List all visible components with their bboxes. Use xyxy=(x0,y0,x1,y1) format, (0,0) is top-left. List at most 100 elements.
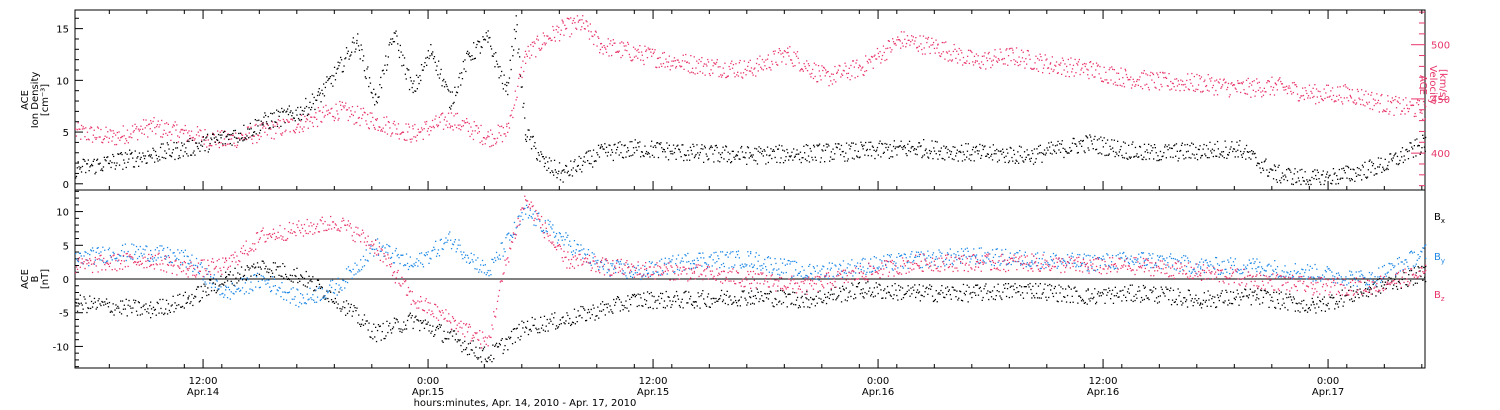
velocity-series-point xyxy=(482,143,484,146)
density-series-point xyxy=(383,73,385,75)
velocity-series-point xyxy=(997,58,1000,60)
b-series-bx-point xyxy=(570,323,573,325)
velocity-series-point xyxy=(590,31,592,33)
density-series-point xyxy=(803,145,805,147)
b-series-bx-point xyxy=(172,295,174,297)
density-series-point xyxy=(751,156,753,158)
b-series-bx-point xyxy=(833,293,835,295)
velocity-series-point xyxy=(470,126,472,128)
velocity-series-point xyxy=(782,56,785,58)
density-series-point xyxy=(691,153,693,155)
b-series-bx-point xyxy=(1091,293,1093,295)
b-series-bx-point xyxy=(238,280,240,282)
b-series-bx-point xyxy=(1261,302,1264,304)
velocity-series-point xyxy=(710,69,712,71)
velocity-series-point xyxy=(345,109,348,111)
density-series-point xyxy=(607,151,609,153)
density-series-point xyxy=(1231,141,1233,143)
velocity-series-point xyxy=(569,36,571,38)
b-series-bx-point xyxy=(519,339,521,341)
b-series-bx-point xyxy=(630,304,632,306)
velocity-series-point xyxy=(964,62,966,64)
velocity-series-point xyxy=(1181,80,1184,82)
velocity-series-point xyxy=(1182,84,1185,86)
density-series-point xyxy=(1143,156,1145,158)
velocity-series-point xyxy=(236,146,238,148)
velocity-series-point xyxy=(714,63,716,65)
velocity-series-point xyxy=(302,130,304,133)
density-series-point xyxy=(748,157,750,159)
density-series-point xyxy=(329,76,331,78)
b-series-bx-point xyxy=(1293,298,1295,300)
velocity-series-point xyxy=(927,36,930,39)
density-series-point xyxy=(171,152,173,154)
velocity-series-point xyxy=(1382,111,1384,113)
b-series-bx-point xyxy=(985,283,987,285)
b-series-bx-point xyxy=(516,327,518,329)
velocity-series-point xyxy=(1034,62,1036,64)
b-series-bx-point xyxy=(328,300,330,303)
velocity-series-point xyxy=(1146,83,1148,85)
b-series-by-point xyxy=(167,255,170,257)
b-series-bx-point xyxy=(1363,292,1365,294)
density-series-point xyxy=(1135,155,1137,157)
b-series-bx-point xyxy=(589,317,591,319)
density-series-point xyxy=(341,71,343,73)
density-series-point xyxy=(1199,145,1201,147)
density-series-point xyxy=(623,145,625,147)
velocity-series-point xyxy=(1363,94,1365,96)
b-series-bx-point xyxy=(921,294,923,297)
velocity-series-point xyxy=(1392,99,1394,102)
velocity-series-point xyxy=(1037,57,1039,60)
velocity-series-point xyxy=(441,113,443,115)
b-series-bx-point xyxy=(1375,295,1377,297)
velocity-series-point xyxy=(260,135,262,138)
b-series-bx-point xyxy=(998,291,1000,293)
density-series-point xyxy=(611,149,613,151)
b-series-bx-point xyxy=(1122,289,1124,291)
density-series-point xyxy=(1118,151,1120,153)
b-series-bx-point xyxy=(254,267,256,269)
density-series-point xyxy=(726,160,728,163)
velocity-series-point xyxy=(582,15,584,17)
velocity-series-point xyxy=(543,42,545,44)
velocity-series-point xyxy=(1226,88,1228,91)
b-series-bx-point xyxy=(816,302,818,304)
density-series-point xyxy=(944,159,946,161)
density-series-point xyxy=(667,159,670,161)
b-series-bx-point xyxy=(690,303,693,305)
density-series-point xyxy=(1106,139,1109,141)
velocity-series-point xyxy=(836,72,838,74)
b-series-bx-point xyxy=(364,323,366,325)
velocity-series-point xyxy=(1395,95,1397,98)
velocity-series-point xyxy=(274,125,276,127)
b-series-bx-point xyxy=(1266,291,1268,293)
b-series-bx-point xyxy=(523,321,525,324)
velocity-series-point xyxy=(560,29,562,31)
density-series-point xyxy=(487,30,489,32)
b-series-bx-point xyxy=(807,306,809,308)
density-series-point xyxy=(897,146,900,148)
velocity-series-point xyxy=(812,68,814,71)
density-series-point xyxy=(865,149,868,152)
velocity-series-point xyxy=(1043,64,1045,66)
velocity-series-point xyxy=(1251,84,1253,86)
density-series-point xyxy=(618,154,620,156)
velocity-series-point xyxy=(315,112,317,114)
b-series-bx-point xyxy=(791,302,793,304)
density-series-point xyxy=(988,157,990,159)
velocity-series-point xyxy=(857,67,860,69)
velocity-series-point xyxy=(1163,77,1165,79)
b-series-bx-point xyxy=(910,287,912,289)
b-series-bx-point xyxy=(824,293,826,295)
b-series-bx-point xyxy=(1386,283,1388,285)
b-series-by-point xyxy=(145,245,147,247)
b-series-bx-point xyxy=(593,307,595,309)
velocity-series-point xyxy=(680,65,683,68)
velocity-series-point xyxy=(1061,57,1064,59)
density-series-point xyxy=(1188,156,1190,159)
b-series-bx-point xyxy=(274,262,276,264)
b-series-bx-point xyxy=(268,271,270,274)
velocity-series-point xyxy=(1376,93,1378,95)
b-series-bx-point xyxy=(1229,302,1231,304)
